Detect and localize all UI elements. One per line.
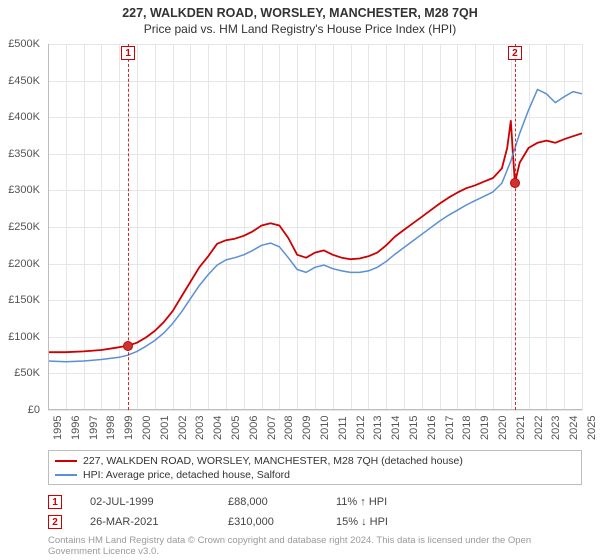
events-table: 1 02-JUL-1999 £88,000 11% ↑ HPI 2 26-MAR…	[48, 492, 582, 532]
event-marker-icon: 1	[121, 46, 135, 60]
chart-plot-area: 12	[48, 44, 582, 410]
x-axis-labels: 1995199619971998199920002001200220032004…	[48, 410, 582, 450]
y-axis-labels: £0£50K£100K£150K£200K£250K£300K£350K£400…	[0, 44, 44, 410]
event-price: £310,000	[228, 516, 308, 528]
legend-label: 227, WALKDEN ROAD, WORSLEY, MANCHESTER, …	[83, 455, 463, 467]
chart-legend: 227, WALKDEN ROAD, WORSLEY, MANCHESTER, …	[48, 450, 582, 485]
event-date: 26-MAR-2021	[90, 516, 200, 528]
chart-subtitle: Price paid vs. HM Land Registry's House …	[0, 20, 600, 40]
event-row: 1 02-JUL-1999 £88,000 11% ↑ HPI	[48, 492, 582, 512]
event-marker-icon: 2	[508, 46, 522, 60]
footer-attribution: Contains HM Land Registry data © Crown c…	[48, 536, 582, 558]
event-price: £88,000	[228, 496, 308, 508]
event-row: 2 26-MAR-2021 £310,000 15% ↓ HPI	[48, 512, 582, 532]
legend-item: HPI: Average price, detached house, Salf…	[55, 468, 575, 482]
event-date: 02-JUL-1999	[90, 496, 200, 508]
event-diff: 11% ↑ HPI	[336, 496, 436, 508]
event-marker-icon: 1	[48, 495, 62, 509]
legend-item: 227, WALKDEN ROAD, WORSLEY, MANCHESTER, …	[55, 454, 575, 468]
legend-label: HPI: Average price, detached house, Salf…	[83, 469, 290, 481]
chart-title: 227, WALKDEN ROAD, WORSLEY, MANCHESTER, …	[0, 0, 600, 20]
event-diff: 15% ↓ HPI	[336, 516, 436, 528]
event-marker-icon: 2	[48, 515, 62, 529]
